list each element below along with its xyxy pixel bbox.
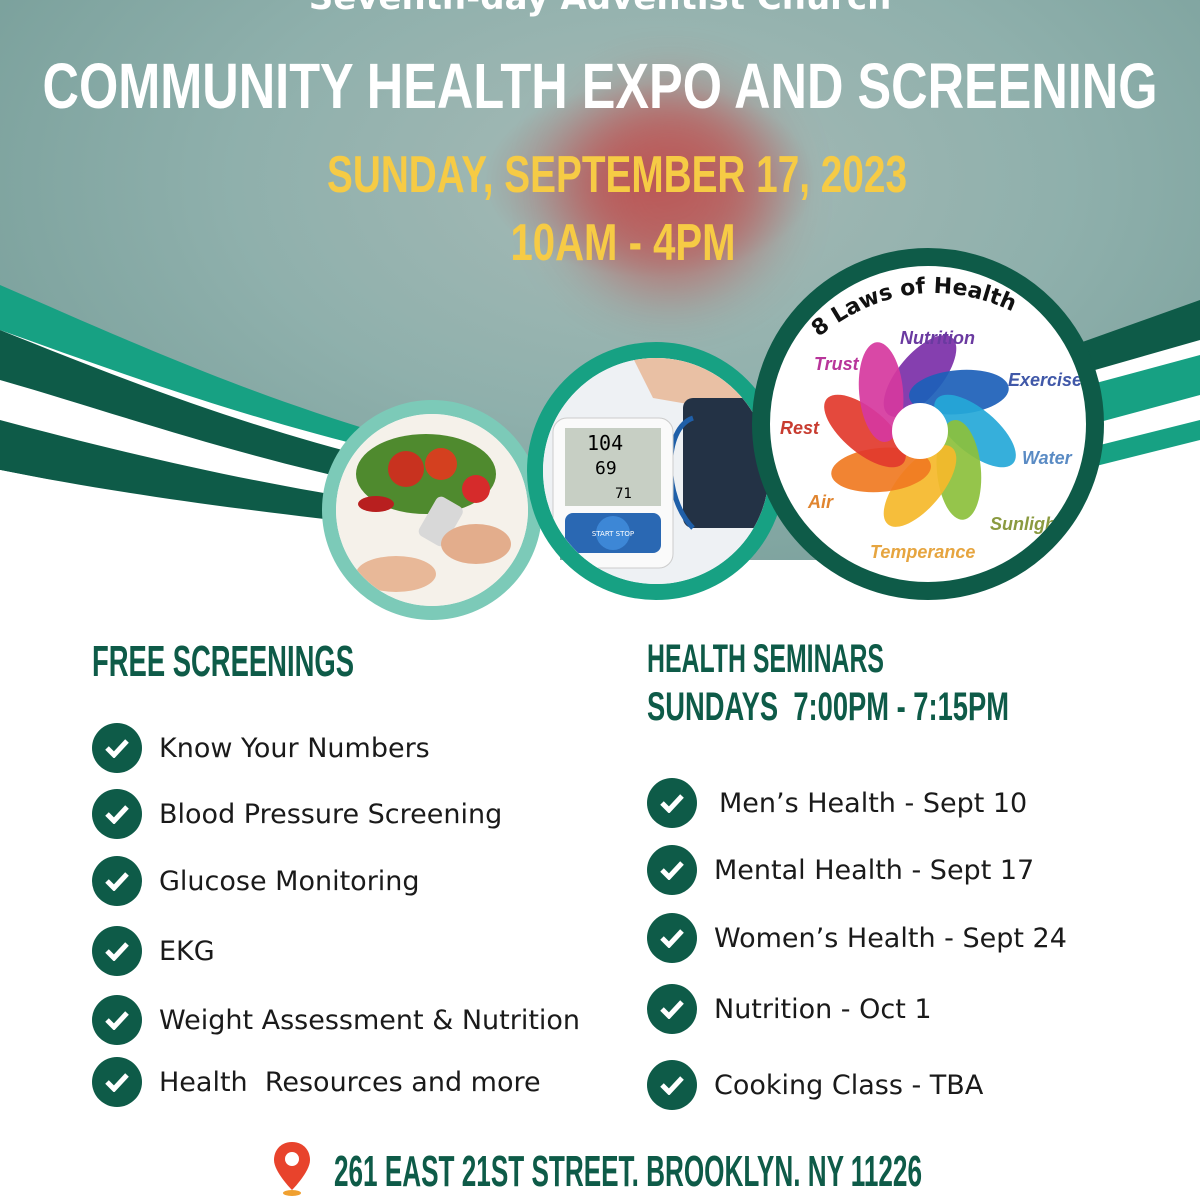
list-item: EKG: [92, 926, 215, 976]
color-wheel: [824, 335, 1016, 527]
address-text: 261 EAST 21ST STREET. BROOKLYN. NY 11226: [334, 1147, 922, 1194]
check-icon: [92, 789, 142, 839]
list-item: Nutrition - Oct 1: [647, 984, 932, 1034]
address-text-wrap: 261 EAST 21ST STREET. BROOKLYN. NY 11226: [334, 1147, 922, 1194]
law-sunlight: Sunlight: [990, 514, 1062, 534]
free-screenings-heading-wrap: FREE SCREENINGS: [92, 637, 354, 686]
check-icon: [647, 778, 697, 828]
health-seminars-heading-wrap: HEALTH SEMINARS: [647, 637, 884, 680]
free-screenings-heading: FREE SCREENINGS: [92, 637, 354, 686]
check-icon: [647, 984, 697, 1034]
health-seminars-heading: HEALTH SEMINARS: [647, 637, 884, 680]
law-exercise: Exercise: [1008, 370, 1083, 390]
law-air: Air: [808, 492, 834, 512]
event-date-wrap: SUNDAY, SEPTEMBER 17, 2023: [327, 146, 907, 204]
address: 261 EAST 21ST STREET. BROOKLYN. NY 11226: [272, 1140, 934, 1196]
seminar-schedule: SUNDAYS 7:00PM - 7:15PM: [647, 685, 1009, 728]
law-rest: Rest: [780, 418, 820, 438]
list-item: Weight Assessment & Nutrition: [92, 995, 580, 1045]
law-trust: Trust: [814, 354, 859, 374]
location-pin-icon: [274, 1142, 310, 1196]
event-title-wrap: COMMUNITY HEALTH EXPO AND SCREENING: [43, 50, 1158, 122]
event-time-wrap: 10AM - 4PM: [511, 214, 736, 272]
bp-pulse: 71: [615, 486, 632, 502]
list-item: Men’s Health - Sept 10: [647, 778, 1027, 828]
bp-systolic: 104: [587, 431, 623, 455]
list-item: Know Your Numbers: [92, 723, 430, 773]
event-title: COMMUNITY HEALTH EXPO AND SCREENING: [43, 50, 1158, 122]
church-name: Seventh-day Adventist Church: [0, 0, 1200, 18]
start-stop-label: START STOP: [592, 530, 634, 538]
list-item: Cooking Class - TBA: [647, 1060, 983, 1110]
heart-shape: [570, 90, 770, 290]
check-icon: [647, 913, 697, 963]
seminar-schedule-wrap: SUNDAYS 7:00PM - 7:15PM: [647, 685, 1009, 728]
start-stop-button: [596, 516, 630, 550]
check-icon: [647, 845, 697, 895]
food-glucose-photo: [322, 400, 542, 620]
list-item: Women’s Health - Sept 24: [647, 913, 1067, 963]
law-nutrition: Nutrition: [900, 328, 975, 348]
law-temperance: Temperance: [870, 542, 976, 562]
bp-diastolic: 69: [595, 458, 617, 479]
event-date: SUNDAY, SEPTEMBER 17, 2023: [327, 146, 907, 204]
check-icon: [92, 926, 142, 976]
check-icon: [92, 723, 142, 773]
blood-pressure-monitor-photo: 104 69 71 START STOP: [527, 342, 785, 600]
list-item: Blood Pressure Screening: [92, 789, 502, 839]
eight-laws-of-health-graphic: 8 Laws of Health Nutrition Exercise Wate…: [752, 248, 1104, 600]
list-item: Glucose Monitoring: [92, 856, 420, 906]
list-item: Health Resources and more: [92, 1057, 541, 1107]
check-icon: [92, 856, 142, 906]
law-water: Water: [1022, 448, 1072, 468]
event-time: 10AM - 4PM: [511, 214, 736, 272]
check-icon: [647, 1060, 697, 1110]
check-icon: [92, 1057, 142, 1107]
check-icon: [92, 995, 142, 1045]
list-item: Mental Health - Sept 17: [647, 845, 1034, 895]
